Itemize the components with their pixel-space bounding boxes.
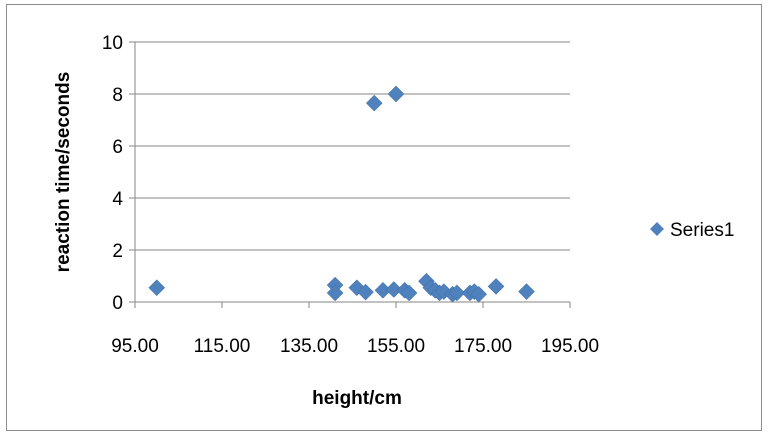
legend-label: Series1 bbox=[670, 220, 734, 241]
data-point bbox=[400, 284, 418, 302]
legend: Series1 bbox=[650, 220, 734, 241]
data-point bbox=[518, 283, 535, 300]
x-tick-label: 115.00 bbox=[194, 336, 251, 357]
y-tick-label: 0 bbox=[112, 293, 123, 314]
axes bbox=[129, 41, 571, 308]
data-point bbox=[470, 285, 488, 303]
data-point bbox=[326, 284, 344, 302]
y-tick-label: 2 bbox=[112, 241, 123, 262]
y-tick-label: 4 bbox=[112, 189, 123, 210]
y-axis-title: reaction time/seconds bbox=[53, 72, 74, 273]
x-tick-labels: 95.00 115.00 135.00 155.00 175.00 195.00 bbox=[111, 336, 599, 357]
gridlines bbox=[135, 41, 570, 251]
data-point bbox=[148, 279, 166, 297]
y-tick-labels: 0 2 4 6 8 10 bbox=[102, 33, 124, 314]
x-tick-label: 135.00 bbox=[280, 336, 338, 357]
chart-area bbox=[6, 4, 762, 431]
data-point bbox=[487, 278, 505, 295]
y-tick-label: 10 bbox=[102, 33, 123, 54]
x-tick-label: 175.00 bbox=[454, 336, 512, 357]
data-points bbox=[148, 85, 535, 303]
legend-marker-icon bbox=[650, 222, 664, 236]
data-point bbox=[357, 283, 374, 301]
data-point bbox=[385, 281, 403, 298]
x-tick-label: 195.00 bbox=[541, 336, 599, 357]
data-point bbox=[387, 85, 405, 103]
data-point bbox=[448, 284, 466, 302]
x-axis-title: height/cm bbox=[312, 388, 402, 409]
data-point bbox=[365, 94, 383, 112]
y-tick-label: 8 bbox=[112, 85, 123, 106]
x-tick-label: 155.00 bbox=[367, 336, 425, 357]
y-tick-label: 6 bbox=[112, 137, 123, 158]
x-tick-label: 95.00 bbox=[111, 336, 159, 357]
